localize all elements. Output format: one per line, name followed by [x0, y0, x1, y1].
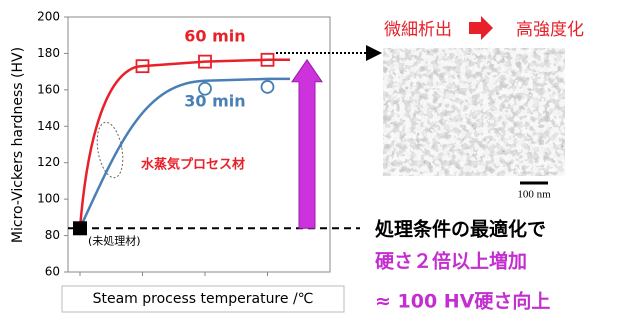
note: ≈ 100 HV硬さ向上 [375, 290, 550, 313]
y-tick-label: 60 [45, 265, 60, 279]
x-axis-label: Steam process temperature /℃ [93, 291, 314, 307]
y-tick-label: 200 [37, 10, 60, 24]
slide: Micro-Vickers hardness (HV) Steam proces… [0, 0, 623, 320]
series-label: 60 min [184, 27, 245, 46]
y-tick-label: 160 [37, 82, 60, 96]
note: 処理条件の最適化で [375, 218, 546, 241]
y-tick-label: 80 [45, 228, 60, 242]
y-axis-label: Micro-Vickers hardness (HV) [10, 47, 26, 243]
annotation-ellipse [93, 120, 126, 179]
increase-arrow [292, 60, 322, 228]
y-tick-label: 180 [37, 46, 60, 60]
series-label: 30 min [184, 92, 245, 111]
untreated-marker [73, 221, 87, 235]
micrograph-right: 高強度化 [516, 20, 584, 40]
y-tick-label: 140 [37, 119, 60, 133]
annotation: 水蒸気プロセス材 [141, 157, 245, 173]
micrograph-image [383, 48, 565, 176]
y-tick-label: 100 [37, 192, 60, 206]
micrograph: 微細析出 高強度化 100 nm [383, 16, 584, 201]
marker-circle [262, 81, 274, 93]
scale-label: 100 nm [517, 189, 551, 201]
note: 硬さ２倍以上増加 [375, 250, 527, 273]
arrow-icon [469, 16, 493, 40]
micrograph-left: 微細析出 [384, 20, 452, 40]
untreated-label: (未処理材) [88, 233, 141, 247]
y-tick-label: 120 [37, 155, 60, 169]
